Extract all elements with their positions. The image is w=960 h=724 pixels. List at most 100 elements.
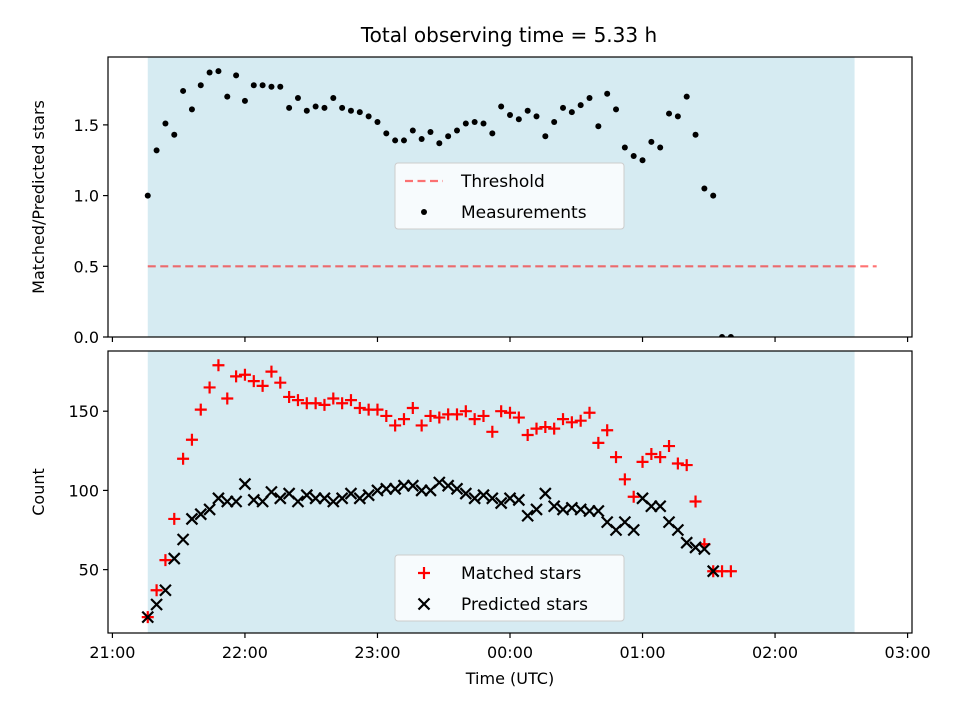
predicted-star-point <box>265 485 278 499</box>
matched-star-point <box>610 451 623 464</box>
matched-star-point <box>336 397 349 410</box>
plot-area <box>141 359 737 624</box>
measurement-point <box>560 104 567 111</box>
predicted-star-point <box>706 564 720 578</box>
measurement-point <box>339 104 346 111</box>
measurement-point <box>453 127 460 134</box>
matched-star-point <box>203 381 216 394</box>
predicted-star-point <box>698 542 711 556</box>
predicted-star-point <box>671 523 685 537</box>
measurement-point <box>277 83 284 90</box>
top-panel: 0.0 0.5 1.0 1.5 Matched/Predicted stars Thres… <box>29 56 913 347</box>
predicted-star-point <box>494 496 508 510</box>
legend: Matched stars Predicted stars <box>394 554 625 622</box>
measurement-point <box>392 137 399 144</box>
matched-star-point <box>265 365 278 378</box>
predicted-star-point <box>512 493 526 507</box>
measurement-point <box>215 68 222 75</box>
matched-star-point <box>397 413 410 426</box>
measurement-point <box>286 104 293 111</box>
measurement-point <box>657 144 664 151</box>
measurement-point <box>356 109 363 116</box>
matched-star-point <box>177 452 190 465</box>
measurement-point <box>551 119 558 126</box>
x-tick-label: 02:00 <box>752 643 798 662</box>
legend-measurement-swatch <box>421 209 427 215</box>
measurement-point <box>727 334 734 337</box>
measurement-point <box>330 95 337 102</box>
predicted-star-point <box>530 503 543 516</box>
predicted-star-point <box>547 499 561 513</box>
bottom-panel: 50 100 150 21:00 22:00 23:00 00:00 01:00 02:00 03… <box>29 350 931 688</box>
y-tick-label: 1.0 <box>74 187 99 206</box>
y-tick-label: 150 <box>68 402 99 421</box>
measurement-point <box>710 192 717 199</box>
measurement-point <box>507 111 513 118</box>
matched-star-point <box>450 408 463 421</box>
matched-star-point <box>512 411 525 424</box>
measurement-point <box>241 97 248 104</box>
x-tick-label: 23:00 <box>354 643 400 662</box>
measurement-point <box>648 138 655 145</box>
matched-star-point <box>318 398 331 411</box>
measurement-point <box>701 185 708 192</box>
measurement-point <box>374 119 381 126</box>
legend-predicted-swatch <box>417 597 431 611</box>
matched-star-point <box>521 428 534 441</box>
measurement-point <box>666 110 673 117</box>
matched-star-point <box>185 433 198 446</box>
legend-box <box>394 162 625 230</box>
predicted-star-point <box>327 495 340 508</box>
matched-star-point <box>247 375 260 388</box>
measurement-point <box>303 107 310 114</box>
measurement-point <box>568 109 575 116</box>
series-matched-stars <box>141 359 737 624</box>
matched-star-point <box>671 457 684 470</box>
matched-star-point <box>433 411 446 424</box>
matched-star-point <box>689 495 702 508</box>
measurement-point <box>692 131 699 138</box>
measurement-point <box>144 192 151 199</box>
matched-star-point <box>548 422 561 435</box>
matched-star-point <box>380 409 393 422</box>
measurement-point <box>577 102 584 109</box>
matched-star-point <box>212 359 225 372</box>
measurement-point <box>418 136 425 143</box>
matched-star-point <box>539 421 552 434</box>
measurement-point <box>347 107 354 114</box>
measurement-point <box>542 133 549 140</box>
series-measurements <box>144 68 734 337</box>
x-tick-label: 22:00 <box>222 643 268 662</box>
matched-star-point <box>601 424 614 437</box>
matched-star-point <box>327 392 340 405</box>
matched-star-point <box>238 368 251 381</box>
series-predicted-stars <box>141 476 720 624</box>
measurement-point <box>171 131 178 138</box>
predicted-star-point <box>353 492 367 505</box>
matched-star-point <box>557 413 570 426</box>
measurement-point <box>524 107 531 114</box>
measurement-point <box>719 334 726 337</box>
matched-star-point <box>618 473 631 486</box>
plot-area <box>144 68 877 337</box>
measurement-point <box>409 127 416 134</box>
measurement-point <box>250 82 257 89</box>
predicted-star-point <box>344 487 358 500</box>
predicted-star-point <box>141 610 155 624</box>
measurement-point <box>383 130 390 137</box>
matched-star-point <box>663 440 676 453</box>
measurement-point <box>445 133 452 140</box>
measurement-point <box>365 113 372 120</box>
matched-star-point <box>654 451 667 464</box>
predicted-star-point <box>477 488 490 502</box>
matched-star-point <box>274 376 287 389</box>
measurement-point <box>294 95 301 102</box>
matched-star-point <box>150 584 163 597</box>
y-tick-label: 0.5 <box>74 257 99 276</box>
y-tick-label: 0.0 <box>74 328 99 347</box>
matched-star-point <box>159 554 172 567</box>
measurement-point <box>630 152 637 159</box>
predicted-star-point <box>459 487 473 500</box>
matched-star-point <box>344 394 357 407</box>
